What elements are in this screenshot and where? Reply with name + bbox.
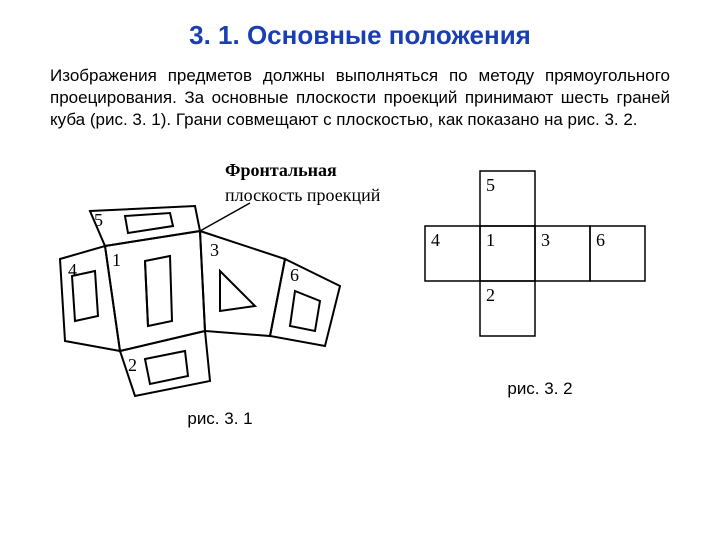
annotation-line-2: плоскость проекций [225, 185, 381, 205]
label-5: 5 [94, 210, 103, 230]
net-cell-label: 6 [596, 230, 605, 250]
net-cell-label: 4 [431, 230, 440, 250]
page-title: 3. 1. Основные положения [50, 20, 670, 51]
proj-face2 [145, 351, 188, 384]
face-6 [270, 259, 340, 346]
face-1 [105, 231, 205, 351]
proj-face5 [125, 213, 173, 233]
net-cell-label: 2 [486, 285, 495, 305]
figure-2-caption: рис. 3. 2 [507, 379, 572, 399]
label-4: 4 [68, 260, 77, 280]
figure-1-caption: рис. 3. 1 [187, 409, 252, 429]
label-6: 6 [290, 265, 299, 285]
figure-2: 5 4 1 3 6 2 рис. 3. 2 [410, 141, 670, 429]
net-cell-label: 1 [486, 230, 495, 250]
label-1: 1 [112, 250, 121, 270]
annotation-line-1: Фронтальная [225, 160, 337, 180]
label-2: 2 [128, 355, 137, 375]
proj-face1 [145, 256, 172, 326]
proj-face3 [220, 271, 255, 311]
figure-1: Фронтальная плоскость проекций 51 4 3 6 2 рис.… [50, 141, 390, 429]
net-cell-label: 5 [486, 175, 495, 195]
net-cell-label: 3 [541, 230, 550, 250]
figure-2-svg: 5 4 1 3 6 2 [410, 141, 670, 371]
proj-face6 [290, 291, 320, 331]
figure-1-svg: Фронтальная плоскость проекций 51 4 3 6 2 [50, 141, 390, 401]
figures-row: Фронтальнаяплоскость проекций514362 рис.… [50, 141, 670, 429]
body-paragraph: Изображения предметов должны выполняться… [50, 65, 670, 131]
label-3: 3 [210, 240, 219, 260]
